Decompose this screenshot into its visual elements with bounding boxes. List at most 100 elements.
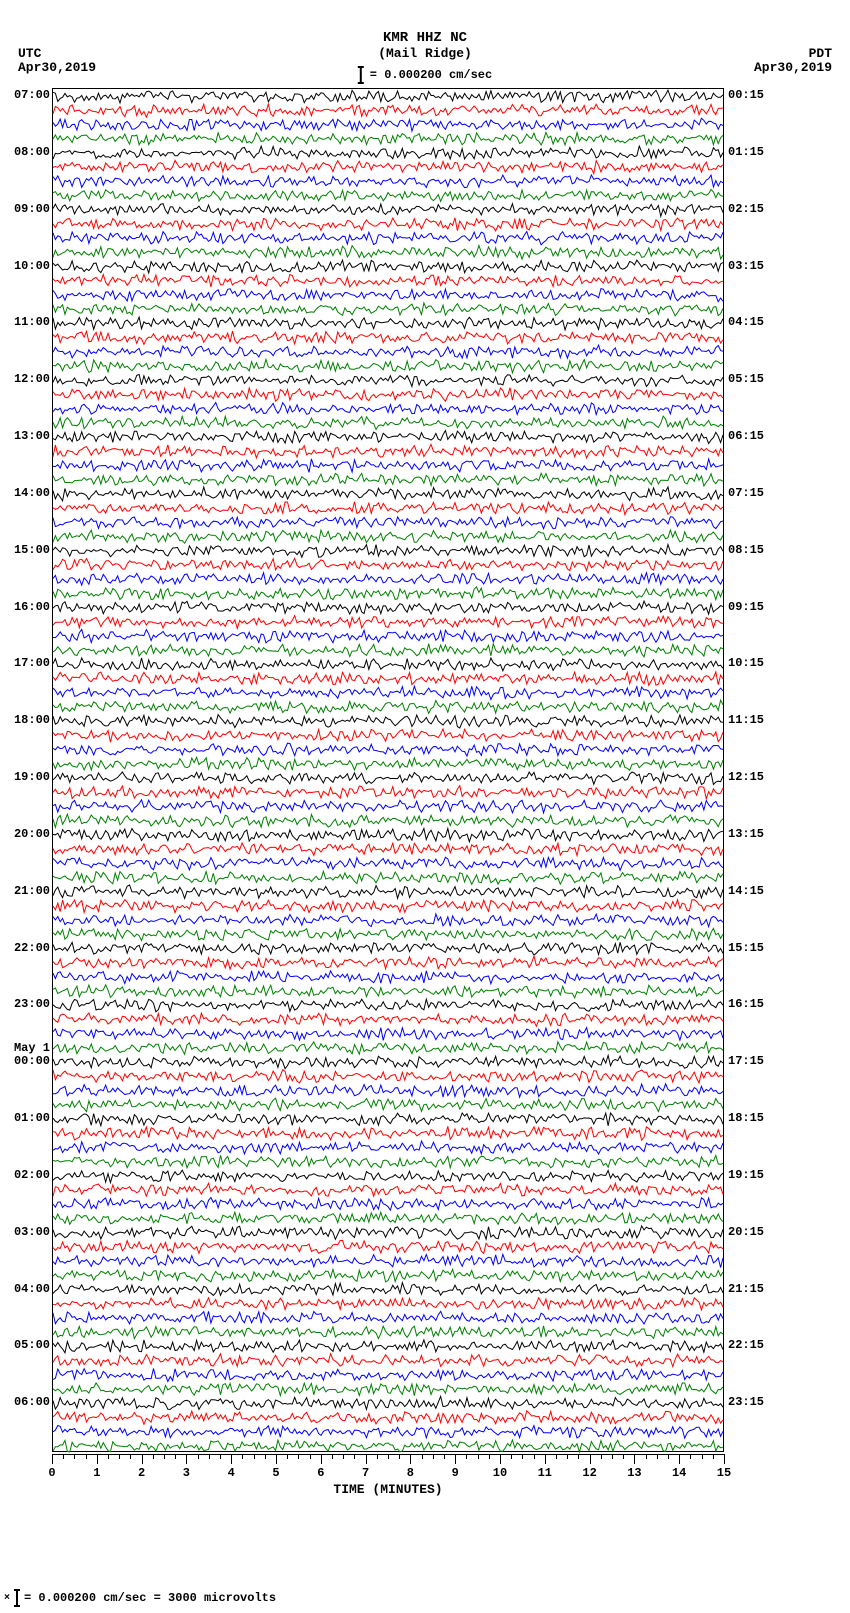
seismic-trace bbox=[53, 89, 723, 1453]
x-tick-minor bbox=[422, 1454, 423, 1459]
right-date-label: Apr30,2019 bbox=[754, 60, 832, 75]
seismic-trace bbox=[53, 89, 723, 1453]
seismic-trace bbox=[53, 89, 723, 1453]
x-tick-major bbox=[276, 1454, 277, 1464]
seismic-trace bbox=[53, 89, 723, 1453]
x-tick-major bbox=[186, 1454, 187, 1464]
pdt-label: 19:15 bbox=[728, 1168, 764, 1182]
x-tick-major bbox=[321, 1454, 322, 1464]
x-tick-minor bbox=[63, 1454, 64, 1459]
pdt-label: 03:15 bbox=[728, 259, 764, 273]
seismic-trace bbox=[53, 89, 723, 1453]
x-tick-major bbox=[500, 1454, 501, 1464]
seismic-trace bbox=[53, 89, 723, 1453]
day-break-label: May 1 bbox=[0, 1041, 50, 1055]
x-tick-minor bbox=[153, 1454, 154, 1459]
seismic-trace bbox=[53, 89, 723, 1453]
footer-x-marker: × bbox=[4, 1593, 10, 1604]
x-tick-minor bbox=[86, 1454, 87, 1459]
seismic-trace bbox=[53, 89, 723, 1453]
seismic-trace bbox=[53, 89, 723, 1453]
utc-label: 11:00 bbox=[0, 315, 50, 329]
pdt-label: 21:15 bbox=[728, 1282, 764, 1296]
pdt-label: 07:15 bbox=[728, 486, 764, 500]
x-tick-minor bbox=[511, 1454, 512, 1459]
utc-label: 08:00 bbox=[0, 145, 50, 159]
seismic-trace bbox=[53, 89, 723, 1453]
seismic-trace bbox=[53, 89, 723, 1453]
x-tick-minor bbox=[354, 1454, 355, 1459]
utc-label: 16:00 bbox=[0, 600, 50, 614]
utc-label: 14:00 bbox=[0, 486, 50, 500]
utc-label: 19:00 bbox=[0, 770, 50, 784]
utc-label: 02:00 bbox=[0, 1168, 50, 1182]
seismic-trace bbox=[53, 89, 723, 1453]
header-gain-indicator: = 0.000200 cm/sec bbox=[358, 66, 492, 84]
seismic-trace bbox=[53, 89, 723, 1453]
seismic-trace bbox=[53, 89, 723, 1453]
pdt-label: 15:15 bbox=[728, 941, 764, 955]
location-subtitle: (Mail Ridge) bbox=[0, 46, 850, 61]
seismic-trace bbox=[53, 89, 723, 1453]
utc-label: 12:00 bbox=[0, 372, 50, 386]
seismic-trace bbox=[53, 89, 723, 1453]
pdt-label: 12:15 bbox=[728, 770, 764, 784]
seismic-trace bbox=[53, 89, 723, 1453]
utc-label: 17:00 bbox=[0, 656, 50, 670]
x-tick-minor bbox=[220, 1454, 221, 1459]
x-tick-minor bbox=[265, 1454, 266, 1459]
seismic-trace bbox=[53, 89, 723, 1453]
seismic-trace bbox=[53, 89, 723, 1453]
x-tick-label: 14 bbox=[672, 1466, 686, 1480]
pdt-label: 13:15 bbox=[728, 827, 764, 841]
x-tick-major bbox=[545, 1454, 546, 1464]
x-tick-minor bbox=[175, 1454, 176, 1459]
x-tick-minor bbox=[623, 1454, 624, 1459]
x-tick-label: 6 bbox=[317, 1466, 324, 1480]
x-tick-minor bbox=[444, 1454, 445, 1459]
seismic-trace bbox=[53, 89, 723, 1453]
x-tick-major bbox=[97, 1454, 98, 1464]
seismic-trace bbox=[53, 89, 723, 1453]
pdt-label: 09:15 bbox=[728, 600, 764, 614]
x-tick-minor bbox=[478, 1454, 479, 1459]
seismic-trace bbox=[53, 89, 723, 1453]
x-tick-major bbox=[590, 1454, 591, 1464]
x-tick-minor bbox=[108, 1454, 109, 1459]
utc-label: 18:00 bbox=[0, 713, 50, 727]
x-tick-minor bbox=[466, 1454, 467, 1459]
seismic-trace bbox=[53, 89, 723, 1453]
pdt-label: 18:15 bbox=[728, 1111, 764, 1125]
pdt-label: 10:15 bbox=[728, 656, 764, 670]
seismic-trace bbox=[53, 89, 723, 1453]
seismic-trace bbox=[53, 89, 723, 1453]
x-tick-minor bbox=[388, 1454, 389, 1459]
pdt-label: 20:15 bbox=[728, 1225, 764, 1239]
seismic-trace bbox=[53, 89, 723, 1453]
seismic-trace bbox=[53, 89, 723, 1453]
seismic-trace bbox=[53, 89, 723, 1453]
footer-text: = 0.000200 cm/sec = 3000 microvolts bbox=[24, 1591, 276, 1605]
utc-label: 04:00 bbox=[0, 1282, 50, 1296]
seismic-trace bbox=[53, 89, 723, 1453]
x-tick-major bbox=[142, 1454, 143, 1464]
seismic-trace bbox=[53, 89, 723, 1453]
seismic-trace bbox=[53, 89, 723, 1453]
x-tick-label: 7 bbox=[362, 1466, 369, 1480]
seismic-trace bbox=[53, 89, 723, 1453]
seismic-trace bbox=[53, 89, 723, 1453]
utc-label: 03:00 bbox=[0, 1225, 50, 1239]
x-tick-minor bbox=[567, 1454, 568, 1459]
x-tick-label: 0 bbox=[48, 1466, 55, 1480]
x-tick-major bbox=[679, 1454, 680, 1464]
x-tick-major bbox=[52, 1454, 53, 1464]
x-tick-label: 15 bbox=[717, 1466, 731, 1480]
x-tick-minor bbox=[298, 1454, 299, 1459]
pdt-label: 11:15 bbox=[728, 713, 764, 727]
x-tick-minor bbox=[198, 1454, 199, 1459]
pdt-label: 01:15 bbox=[728, 145, 764, 159]
pdt-label: 23:15 bbox=[728, 1395, 764, 1409]
x-tick-label: 10 bbox=[493, 1466, 507, 1480]
seismic-trace bbox=[53, 89, 723, 1453]
seismic-trace bbox=[53, 89, 723, 1453]
